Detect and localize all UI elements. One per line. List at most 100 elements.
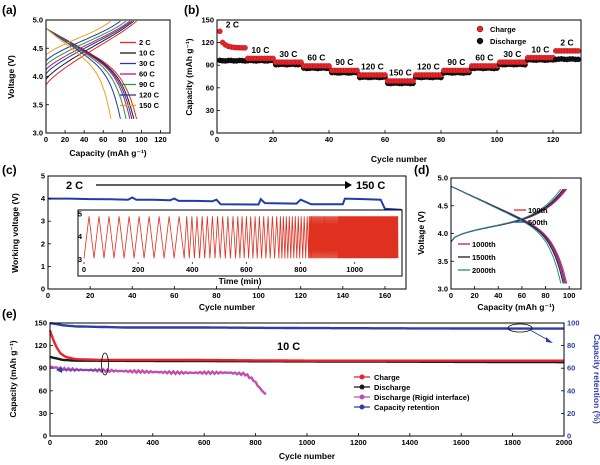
panel-b-legend-marker xyxy=(476,37,484,45)
panel-d-x-tick-label: 100 xyxy=(563,291,576,300)
panel-e-x-tick-label: 800 xyxy=(249,438,262,447)
panel-c-inset-y-tick-label: 4 xyxy=(78,232,83,241)
panel-a-x-tick-label: 80 xyxy=(118,135,126,144)
panel-b-rate-label: 10 C xyxy=(251,45,269,55)
panel-b-charge-point xyxy=(410,78,416,84)
panel-c-end-rate: 150 C xyxy=(356,180,385,192)
panel-d-charge-curve xyxy=(450,188,566,243)
panel-e-y-tick-label: 60 xyxy=(39,386,47,395)
panel-d-charge-curve xyxy=(450,188,568,243)
panel-a-y-label: Voltage (V) xyxy=(6,55,16,99)
panel-a-charge-curve xyxy=(45,20,135,80)
panel-a-legend-label: 150 C xyxy=(139,101,160,110)
panel-e-series-line xyxy=(49,321,564,330)
panel-d-x-tick-label: 80 xyxy=(541,291,549,300)
panel-a-x-tick-label: 60 xyxy=(99,135,107,144)
panel-a-x-tick-label: 20 xyxy=(61,135,69,144)
panel-c-inset-x-tick-label: 200 xyxy=(132,265,145,274)
panel-c-x-tick-label: 40 xyxy=(128,291,136,300)
panel-c-inset-x-tick-label: 800 xyxy=(294,265,307,274)
panel-a-y-ticks: 3.0 3.5 4.0 4.5 5.0 xyxy=(33,16,49,138)
panel-d-charge-curve xyxy=(450,188,564,243)
panel-d-label: (d) xyxy=(414,163,429,177)
panel-c-inset-y-ticks: 3 4 5 xyxy=(78,210,83,264)
panel-e-y-label: Capacity (mAh g⁻¹) xyxy=(8,340,18,417)
panel-b-charge-point xyxy=(354,67,360,74)
panel-b-x-label: Cycle number xyxy=(371,154,428,164)
panel-b: (b) 0 20 40 60 80 100 120 0 30 60 90 120 150 Cycle … xyxy=(184,3,582,164)
panel-e-x-tick-label: 2000 xyxy=(556,438,573,447)
panel-d-discharge-curve xyxy=(450,185,567,284)
panel-c-x-tick-label: 20 xyxy=(86,291,94,300)
panel-b-x-tick-label: 100 xyxy=(491,135,504,144)
panel-e-label: (e) xyxy=(2,307,17,321)
panel-c-y-tick-label: 2 xyxy=(41,239,45,248)
panel-d: (d) 0 20 40 60 80 100 3.0 3.5 4.0 4.5 5.0 Capacit… xyxy=(414,163,582,312)
panel-d-discharge-curve xyxy=(450,185,565,284)
panel-c-inset-x-tick-label: 400 xyxy=(186,265,199,274)
panel-c-inset-x-tick-label: 1000 xyxy=(346,265,363,274)
panel-c-x-tick-label: 100 xyxy=(252,291,265,300)
panel-a-y-tick-label: 3.5 xyxy=(33,100,43,109)
panel-e-y-tick-label: 150 xyxy=(34,319,47,328)
panel-a-x-ticks: 0 20 40 60 80 100 120 xyxy=(44,130,167,144)
panel-b-rate-label: 150 C xyxy=(389,68,412,78)
panel-b-plot xyxy=(216,28,582,87)
panel-d-charge-curve xyxy=(450,188,562,243)
panel-b-x-tick-label: 0 xyxy=(215,135,219,144)
panel-a-y-tick-label: 3.0 xyxy=(33,129,43,138)
panel-e-right-axis-marker xyxy=(507,323,533,333)
panel-b-rate-label: 60 C xyxy=(307,53,325,63)
panel-c-inset-cycling-line xyxy=(83,216,399,259)
panel-d-y-tick-label: 5.0 xyxy=(438,174,448,183)
panel-d-y-tick-label: 3.0 xyxy=(438,285,448,294)
panel-a-legend-label: 2 C xyxy=(139,38,151,47)
panel-e-legend-marker xyxy=(359,384,365,390)
panel-e-series-line xyxy=(49,365,267,396)
panel-e-y-tick-label: 30 xyxy=(39,409,47,418)
panel-d-x-tick-label: 40 xyxy=(494,291,502,300)
panel-b-label: (b) xyxy=(184,3,199,17)
panel-e-legend-label: Discharge (Rigid interface) xyxy=(374,393,470,402)
panel-e-left-axis-arrow-head xyxy=(56,367,62,373)
panel-c-x-tick-label: 0 xyxy=(46,291,50,300)
panel-d-y-tick-label: 3.5 xyxy=(438,257,448,266)
panel-b-charge-point xyxy=(298,59,304,65)
panel-b-y-label: Capacity (mAh g⁻¹) xyxy=(184,38,194,115)
panel-a-charge-curve xyxy=(45,20,112,56)
panel-e-frame xyxy=(49,322,565,437)
panel-e-x-tick-label: 1800 xyxy=(504,438,521,447)
panel-b-charge-point xyxy=(382,72,388,78)
panel-b-x-tick-label: 120 xyxy=(547,135,560,144)
panel-b-x-tick-label: 60 xyxy=(381,135,389,144)
panel-e-right-y-tick-label: 20 xyxy=(567,409,575,418)
panel-c-frame xyxy=(47,175,407,290)
panel-a-legend-label: 90 C xyxy=(139,80,155,89)
panel-c-x-tick-label: 60 xyxy=(170,291,178,300)
panel-e-x-tick-label: 1200 xyxy=(350,438,367,447)
panel-a-y-tick-label: 5.0 xyxy=(33,16,43,25)
panel-c-inset-y-tick-label: 5 xyxy=(78,210,82,219)
panel-c-inset-y-tick-label: 3 xyxy=(78,255,82,264)
panel-e-x-tick-label: 1400 xyxy=(401,438,418,447)
panel-d-y-tick-label: 4.5 xyxy=(438,201,448,210)
panel-c-y-ticks: 0 1 2 3 4 5 xyxy=(41,172,51,294)
panel-d-legend-label: 500th xyxy=(528,218,548,227)
panel-c-x-tick-label: 120 xyxy=(294,291,307,300)
panel-b-legend-label: Charge xyxy=(490,25,516,34)
panel-a-y-tick-label: 4.5 xyxy=(33,44,43,53)
panel-b-charge-point xyxy=(242,45,248,51)
panel-e-x-tick-label: 200 xyxy=(95,438,108,447)
panel-a-discharge-curve xyxy=(45,28,127,120)
panel-c-inset-x-label: Time (min) xyxy=(219,276,262,286)
panel-b-y-tick-label: 120 xyxy=(201,38,214,47)
panel-b-frame xyxy=(216,19,582,134)
panel-d-x-tick-label: 0 xyxy=(449,291,453,300)
panel-d-y-label: Voltage (V) xyxy=(416,211,426,255)
panel-b-charge-point xyxy=(575,48,582,54)
panel-b-rate-label: 2 C xyxy=(560,38,573,48)
